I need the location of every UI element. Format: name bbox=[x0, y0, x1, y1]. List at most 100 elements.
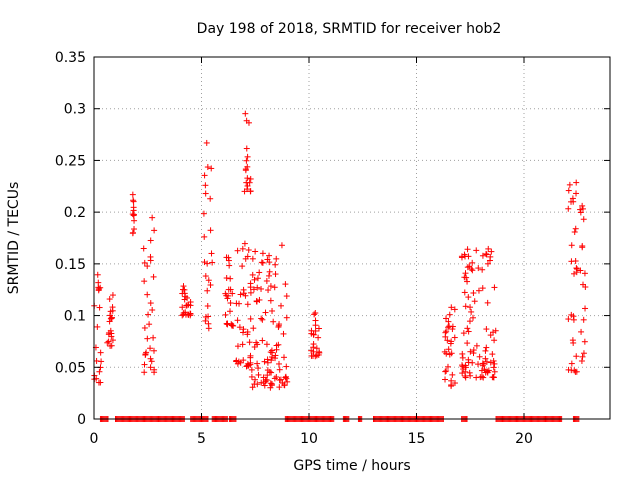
data-point bbox=[577, 209, 584, 216]
data-point bbox=[459, 350, 466, 357]
data-point bbox=[208, 165, 215, 172]
data-point bbox=[483, 344, 490, 351]
data-point bbox=[464, 278, 471, 285]
data-point bbox=[251, 344, 258, 351]
data-point bbox=[489, 351, 496, 358]
data-point bbox=[272, 271, 279, 278]
data-point bbox=[312, 309, 319, 316]
data-point bbox=[201, 172, 208, 179]
data-point bbox=[141, 324, 148, 331]
data-point bbox=[461, 274, 468, 281]
data-point bbox=[479, 252, 486, 259]
data-point bbox=[144, 263, 151, 270]
data-point bbox=[223, 275, 230, 282]
data-point bbox=[464, 325, 471, 332]
data-point bbox=[243, 179, 250, 186]
data-point bbox=[312, 327, 319, 334]
data-point bbox=[130, 212, 137, 219]
data-point bbox=[487, 359, 494, 366]
data-point bbox=[253, 298, 260, 305]
data-point bbox=[283, 314, 290, 321]
data-point bbox=[269, 307, 276, 314]
data-point bbox=[106, 296, 113, 303]
data-point bbox=[204, 302, 211, 309]
data-point bbox=[140, 245, 147, 252]
data-point bbox=[263, 377, 270, 384]
data-point bbox=[264, 367, 271, 374]
data-point bbox=[107, 327, 114, 334]
data-point bbox=[145, 311, 152, 318]
data-point bbox=[464, 246, 471, 253]
data-point bbox=[446, 323, 453, 330]
data-point bbox=[249, 255, 256, 262]
data-point bbox=[147, 300, 154, 307]
data-point bbox=[461, 289, 468, 296]
data-point bbox=[310, 341, 317, 348]
data-point bbox=[491, 284, 498, 291]
data-point bbox=[279, 380, 286, 387]
data-point bbox=[207, 282, 214, 289]
y-tick-label: 0.3 bbox=[64, 102, 86, 118]
data-point bbox=[254, 275, 261, 282]
data-point bbox=[490, 357, 497, 364]
data-point bbox=[204, 287, 211, 294]
data-point bbox=[239, 263, 246, 270]
data-point bbox=[254, 341, 261, 348]
data-point bbox=[442, 376, 449, 383]
data-point bbox=[275, 324, 282, 331]
data-point bbox=[475, 265, 482, 272]
y-tick-label: 0 bbox=[77, 412, 86, 428]
data-point bbox=[443, 315, 450, 322]
data-point bbox=[225, 254, 232, 261]
data-point bbox=[250, 325, 257, 332]
data-point bbox=[485, 245, 492, 252]
data-point bbox=[490, 329, 497, 336]
data-point bbox=[471, 298, 478, 305]
data-point bbox=[482, 347, 489, 354]
data-point bbox=[234, 317, 241, 324]
data-point bbox=[462, 270, 469, 277]
data-point bbox=[131, 217, 138, 224]
data-point bbox=[227, 275, 234, 282]
data-point bbox=[570, 339, 577, 346]
data-point bbox=[201, 233, 208, 240]
data-point bbox=[268, 369, 275, 376]
data-point bbox=[180, 286, 187, 293]
data-point bbox=[313, 352, 320, 359]
data-point bbox=[443, 328, 450, 335]
data-point bbox=[207, 227, 214, 234]
data-point bbox=[204, 164, 211, 171]
data-point bbox=[475, 287, 482, 294]
data-point bbox=[481, 366, 488, 373]
data-point bbox=[483, 358, 490, 365]
data-point bbox=[581, 270, 588, 277]
data-point bbox=[283, 375, 290, 382]
data-point bbox=[278, 302, 285, 309]
data-point bbox=[108, 315, 115, 322]
data-point bbox=[444, 337, 451, 344]
y-tick-label: 0.05 bbox=[55, 360, 86, 376]
data-point bbox=[573, 190, 580, 197]
data-point bbox=[565, 187, 572, 194]
data-point bbox=[467, 304, 474, 311]
data-point bbox=[267, 283, 274, 290]
data-point bbox=[473, 342, 480, 349]
data-point bbox=[449, 371, 456, 378]
data-point bbox=[580, 281, 587, 288]
data-point bbox=[131, 226, 138, 233]
data-point bbox=[473, 247, 480, 254]
data-point bbox=[254, 360, 261, 367]
data-point bbox=[245, 246, 252, 253]
data-point bbox=[469, 359, 476, 366]
data-point bbox=[95, 286, 102, 293]
data-point bbox=[579, 353, 586, 360]
data-point bbox=[229, 290, 236, 297]
data-point bbox=[565, 316, 572, 323]
data-point bbox=[208, 250, 215, 257]
data-point bbox=[570, 313, 577, 320]
data-point bbox=[445, 324, 452, 331]
data-point bbox=[479, 362, 486, 369]
data-point bbox=[259, 337, 266, 344]
data-point bbox=[267, 349, 274, 356]
data-point bbox=[464, 340, 471, 347]
